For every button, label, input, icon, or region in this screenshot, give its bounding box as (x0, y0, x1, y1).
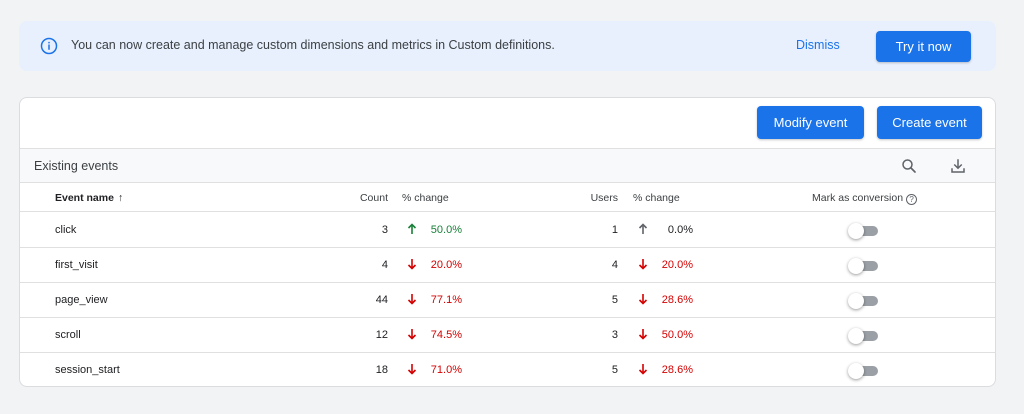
users-change: 50.0% (656, 329, 693, 341)
event-count: 18 (320, 364, 388, 376)
toggle-knob (848, 328, 864, 344)
event-count: 4 (320, 259, 388, 271)
column-header-count-change[interactable]: % change (402, 192, 449, 204)
table-title: Existing events (34, 159, 118, 173)
toggle-knob (848, 258, 864, 274)
users-change: 20.0% (656, 259, 693, 271)
count-change: 77.1% (425, 294, 462, 306)
event-name: session_start (55, 364, 120, 376)
sort-arrow-icon: ↑ (118, 192, 123, 204)
event-name: click (55, 224, 76, 236)
help-icon[interactable]: ? (906, 194, 917, 205)
count-change: 50.0% (425, 224, 462, 236)
event-users: 5 (550, 364, 618, 376)
toggle-knob (848, 223, 864, 239)
arrow-down-icon (638, 364, 648, 375)
mark-as-conversion-toggle[interactable] (848, 363, 878, 379)
info-icon (40, 37, 58, 55)
download-icon[interactable] (949, 157, 967, 175)
count-change: 74.5% (425, 329, 462, 341)
arrow-down-icon (407, 364, 417, 375)
count-change: 71.0% (425, 364, 462, 376)
table-row: session_start 18 71.0% 5 28.6% (20, 353, 995, 387)
column-header-count[interactable]: Count (320, 192, 388, 204)
arrow-down-icon (407, 259, 417, 270)
arrow-down-icon (638, 259, 648, 270)
events-card: Modify event Create event Existing event… (19, 97, 996, 387)
table-row: page_view 44 77.1% 5 28.6% (20, 283, 995, 318)
mark-as-conversion-toggle[interactable] (848, 258, 878, 274)
column-header-users[interactable]: Users (550, 192, 618, 204)
search-icon[interactable] (900, 157, 918, 175)
table-toolbar: Existing events (20, 148, 995, 183)
arrow-down-icon (638, 294, 648, 305)
table-row: first_visit 4 20.0% 4 20.0% (20, 248, 995, 283)
banner-message: You can now create and manage custom dim… (71, 38, 555, 52)
column-header-mark-as-conversion: Mark as conversion? (812, 192, 917, 205)
mark-as-conversion-toggle[interactable] (848, 223, 878, 239)
event-count: 44 (320, 294, 388, 306)
modify-event-button[interactable]: Modify event (757, 106, 864, 139)
count-change: 20.0% (425, 259, 462, 271)
info-banner: You can now create and manage custom dim… (19, 21, 996, 71)
event-users: 4 (550, 259, 618, 271)
event-users: 3 (550, 329, 618, 341)
users-change: 28.6% (656, 364, 693, 376)
toggle-knob (848, 293, 864, 309)
arrow-up-icon (638, 224, 648, 235)
create-event-button[interactable]: Create event (877, 106, 982, 139)
users-change: 28.6% (656, 294, 693, 306)
toggle-knob (848, 363, 864, 379)
users-change: 0.0% (656, 224, 693, 236)
event-name: first_visit (55, 259, 98, 271)
table-header: Event name ↑ Count % change Users % chang… (20, 183, 995, 212)
arrow-down-icon (638, 329, 648, 340)
mark-as-conversion-toggle[interactable] (848, 293, 878, 309)
column-header-users-change[interactable]: % change (633, 192, 680, 204)
event-name: page_view (55, 294, 108, 306)
event-users: 5 (550, 294, 618, 306)
table-row: click 3 50.0% 1 0.0% (20, 213, 995, 248)
column-header-event-name[interactable]: Event name ↑ (55, 192, 123, 204)
try-it-now-button[interactable]: Try it now (876, 31, 971, 62)
arrow-down-icon (407, 294, 417, 305)
dismiss-button[interactable]: Dismiss (796, 38, 840, 52)
event-users: 1 (550, 224, 618, 236)
event-count: 3 (320, 224, 388, 236)
arrow-down-icon (407, 329, 417, 340)
event-count: 12 (320, 329, 388, 341)
event-name: scroll (55, 329, 81, 341)
table-row: scroll 12 74.5% 3 50.0% (20, 318, 995, 353)
mark-as-conversion-toggle[interactable] (848, 328, 878, 344)
arrow-up-icon (407, 224, 417, 235)
